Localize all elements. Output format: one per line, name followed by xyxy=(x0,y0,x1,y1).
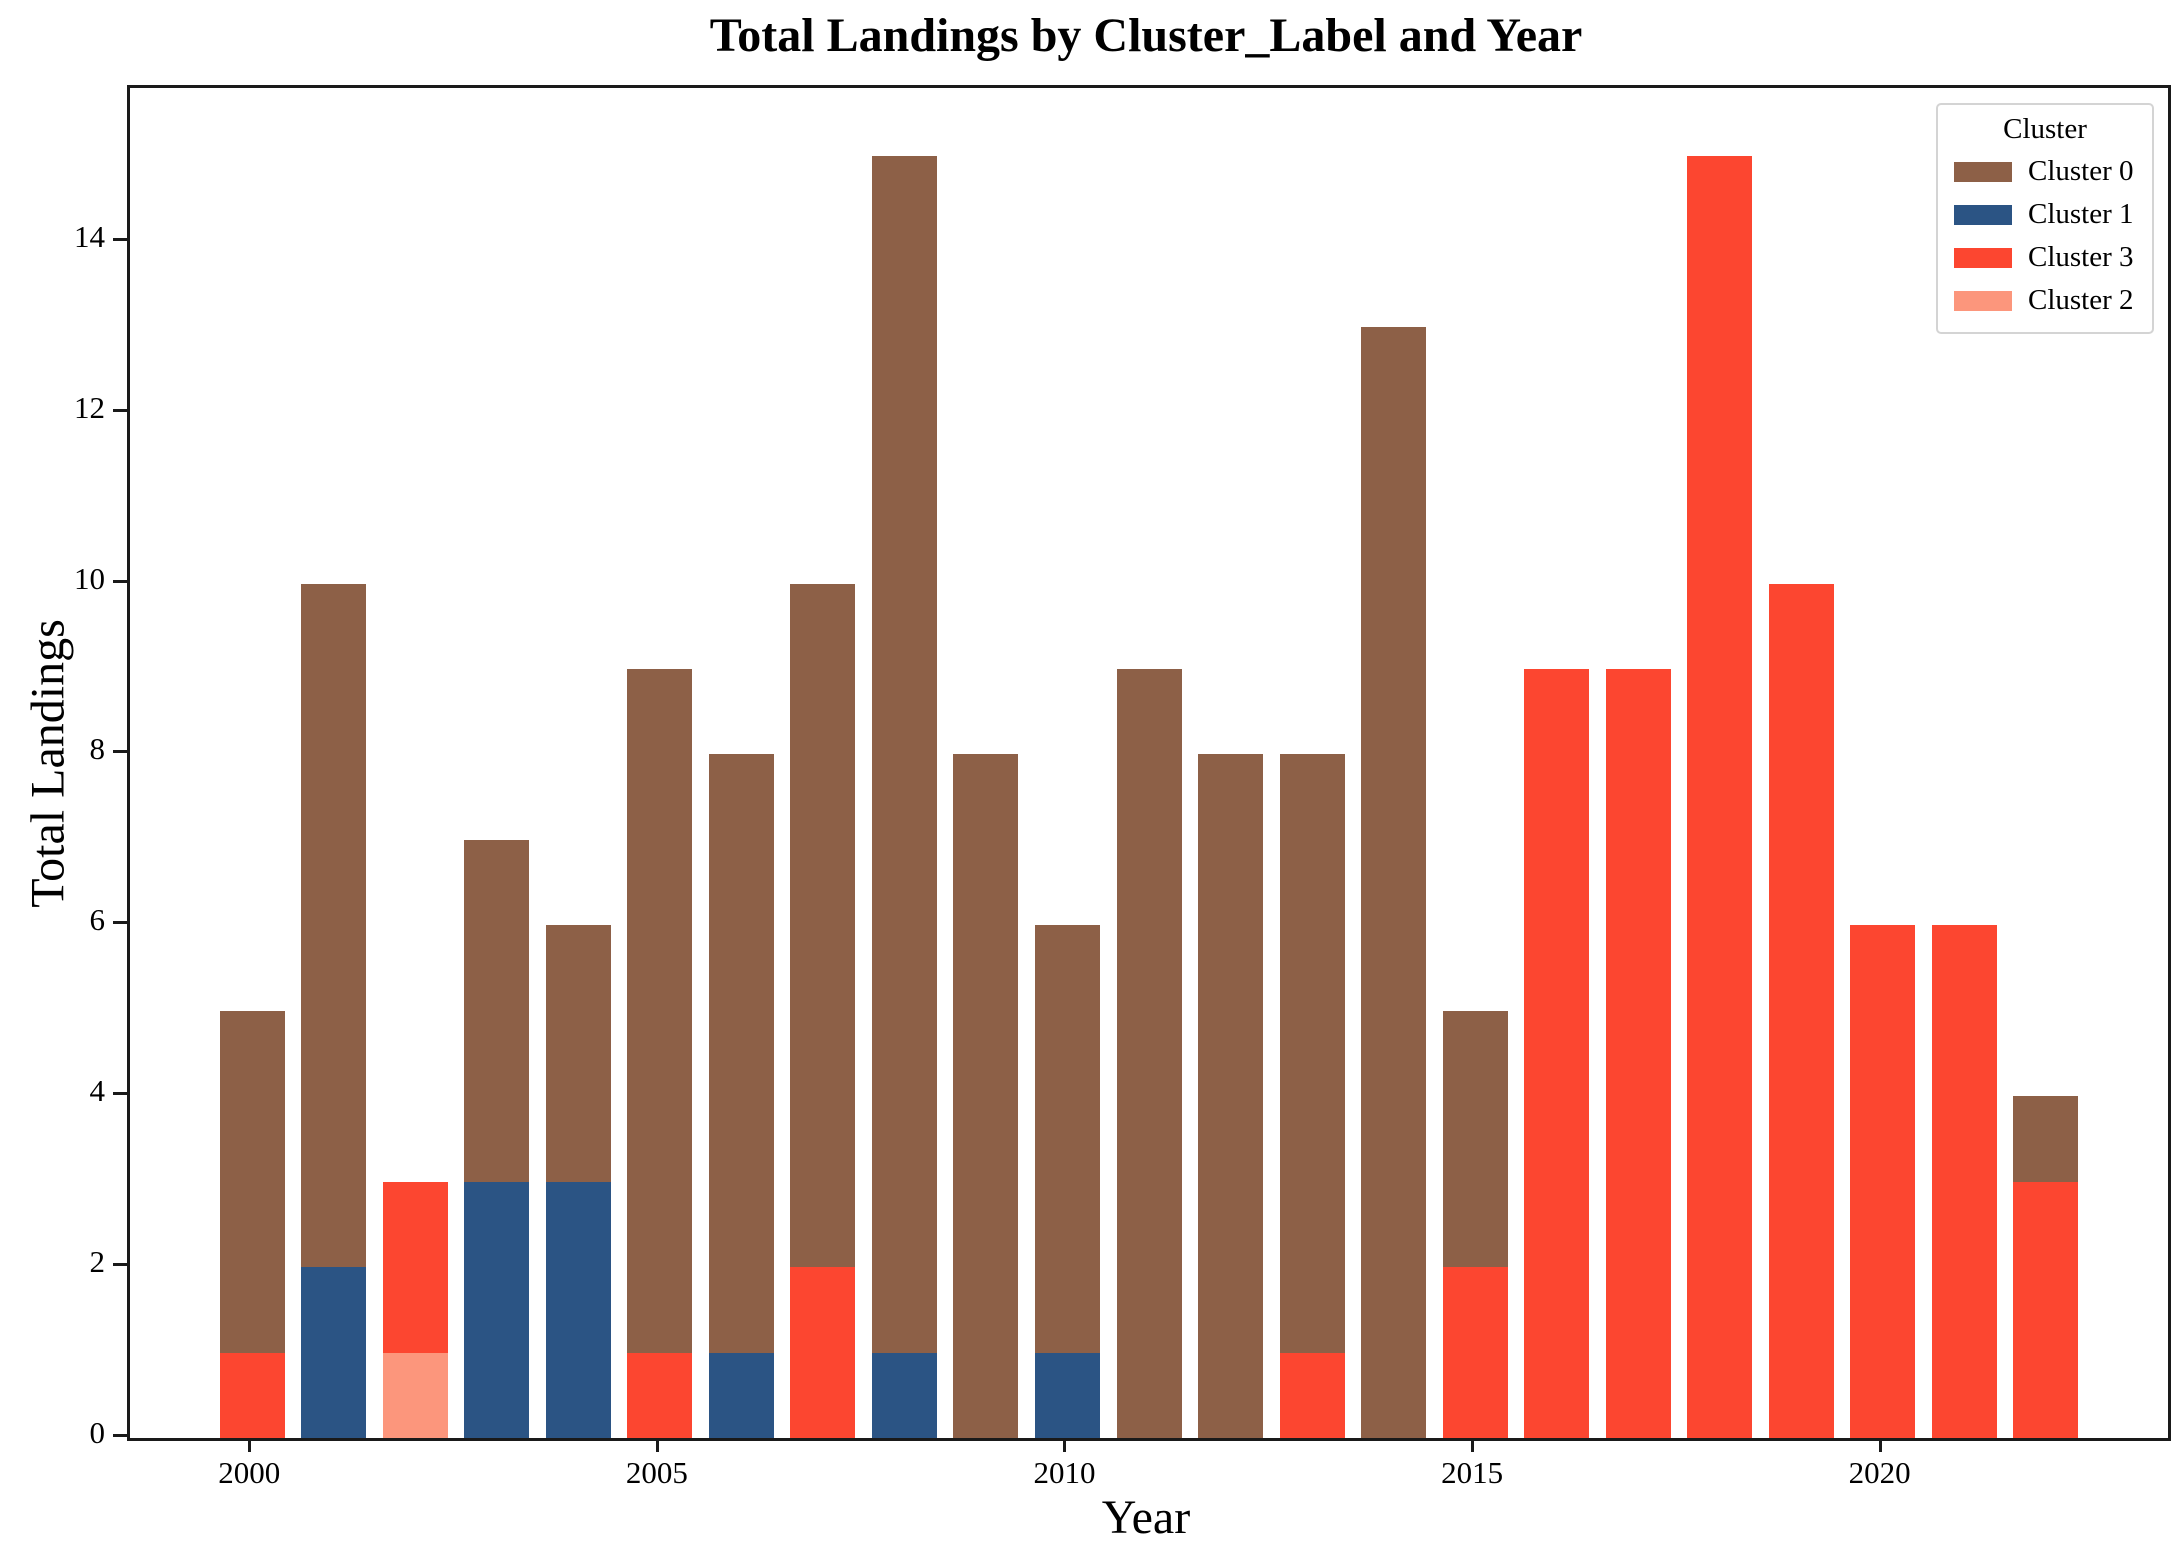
legend-entry-cluster-1: Cluster 1 xyxy=(1944,193,2146,236)
x-tick-label-2010: 2010 xyxy=(1033,1455,1096,1490)
bar-2009-cluster-0 xyxy=(953,754,1019,1438)
chart-title: Total Landings by Cluster_Label and Year xyxy=(709,9,1583,62)
bar-2007-cluster-0 xyxy=(790,583,856,1268)
y-tick-0 xyxy=(113,1434,127,1437)
bar-2022-cluster-0 xyxy=(2013,1096,2079,1182)
bar-2015-cluster-0 xyxy=(1442,1010,1508,1268)
bar-2004-cluster-0 xyxy=(545,925,611,1182)
legend-entry-label: Cluster 1 xyxy=(2028,198,2134,230)
y-tick-6 xyxy=(113,921,127,925)
bar-2017-cluster-3 xyxy=(1605,669,1671,1438)
y-tick-label-4: 4 xyxy=(89,1073,106,1109)
bar-2010-cluster-0 xyxy=(1034,925,1100,1353)
y-tick-label-10: 10 xyxy=(74,560,105,596)
x-axis-label: Year xyxy=(1101,1491,1191,1544)
x-tick-label-2015: 2015 xyxy=(1441,1455,1504,1490)
x-tick-label-2005: 2005 xyxy=(625,1455,688,1490)
bar-2005-cluster-0 xyxy=(627,669,693,1353)
legend-swatch-icon xyxy=(1954,247,2012,268)
bar-2021-cluster-3 xyxy=(1931,925,1997,1438)
y-tick-label-12: 12 xyxy=(74,389,105,425)
bar-2013-cluster-3 xyxy=(1279,1352,1345,1438)
bar-2002-cluster-3 xyxy=(382,1181,448,1353)
legend: Cluster Cluster 0 Cluster 1 Cluster 3 Clust… xyxy=(1936,103,2154,334)
x-tick-2000 xyxy=(248,1438,252,1452)
y-tick-label-2: 2 xyxy=(89,1244,106,1280)
y-tick-12 xyxy=(113,408,127,412)
legend-entry-label: Cluster 3 xyxy=(2028,241,2134,273)
plot-area: Cluster Cluster 0 Cluster 1 Cluster 3 Clust… xyxy=(127,85,2171,1441)
legend-entry-cluster-0: Cluster 0 xyxy=(1944,150,2146,193)
bar-2008-cluster-0 xyxy=(871,156,937,1353)
legend-entries: Cluster 0 Cluster 1 Cluster 3 Cluster 2 xyxy=(1944,150,2146,322)
legend-entry-label: Cluster 2 xyxy=(2028,284,2134,316)
legend-entry-cluster-2: Cluster 2 xyxy=(1944,279,2146,322)
bar-2003-cluster-1 xyxy=(464,1181,530,1438)
bar-2006-cluster-1 xyxy=(708,1352,774,1438)
bar-2006-cluster-0 xyxy=(708,754,774,1353)
legend-entry-label: Cluster 0 xyxy=(2028,155,2134,187)
legend-entry-cluster-3: Cluster 3 xyxy=(1944,236,2146,279)
bar-2012-cluster-0 xyxy=(1198,754,1264,1438)
bar-2005-cluster-3 xyxy=(627,1352,693,1438)
legend-swatch-icon xyxy=(1954,290,2012,311)
bar-2000-cluster-0 xyxy=(219,1010,285,1353)
bar-2008-cluster-1 xyxy=(871,1352,937,1438)
y-tick-label-0: 0 xyxy=(89,1415,106,1450)
legend-title: Cluster xyxy=(2003,113,2087,145)
x-tick-label-2000: 2000 xyxy=(218,1455,281,1490)
x-tick-label-2020: 2020 xyxy=(1848,1455,1911,1490)
bar-2018-cluster-3 xyxy=(1687,156,1753,1438)
x-tick-2015 xyxy=(1471,1438,1475,1452)
y-tick-10 xyxy=(113,579,127,583)
y-tick-4 xyxy=(113,1092,127,1096)
bar-2001-cluster-1 xyxy=(301,1267,367,1438)
legend-swatch-icon xyxy=(1954,204,2012,225)
bar-2011-cluster-0 xyxy=(1116,669,1182,1438)
bar-2014-cluster-0 xyxy=(1361,327,1427,1438)
bar-2004-cluster-1 xyxy=(545,1181,611,1438)
legend-swatch-icon xyxy=(1954,161,2012,182)
y-tick-label-8: 8 xyxy=(89,731,106,767)
bar-2003-cluster-0 xyxy=(464,839,530,1182)
y-tick-label-6: 6 xyxy=(89,902,106,938)
y-tick-14 xyxy=(113,237,127,241)
bar-2020-cluster-3 xyxy=(1850,925,1916,1438)
x-tick-2005 xyxy=(655,1438,659,1452)
y-tick-2 xyxy=(113,1263,127,1267)
bar-2010-cluster-1 xyxy=(1034,1352,1100,1438)
bar-2016-cluster-3 xyxy=(1524,669,1590,1438)
x-tick-2010 xyxy=(1063,1438,1067,1452)
bar-2002-cluster-2 xyxy=(382,1352,448,1438)
bar-2022-cluster-3 xyxy=(2013,1181,2079,1438)
bar-2013-cluster-0 xyxy=(1279,754,1345,1353)
bar-2000-cluster-3 xyxy=(219,1352,285,1438)
bar-2015-cluster-3 xyxy=(1442,1267,1508,1438)
y-tick-label-14: 14 xyxy=(74,218,105,254)
bar-2001-cluster-0 xyxy=(301,583,367,1268)
bar-2007-cluster-3 xyxy=(790,1267,856,1438)
x-tick-2020 xyxy=(1878,1438,1882,1452)
y-tick-8 xyxy=(113,750,127,754)
bar-2019-cluster-3 xyxy=(1768,583,1834,1438)
